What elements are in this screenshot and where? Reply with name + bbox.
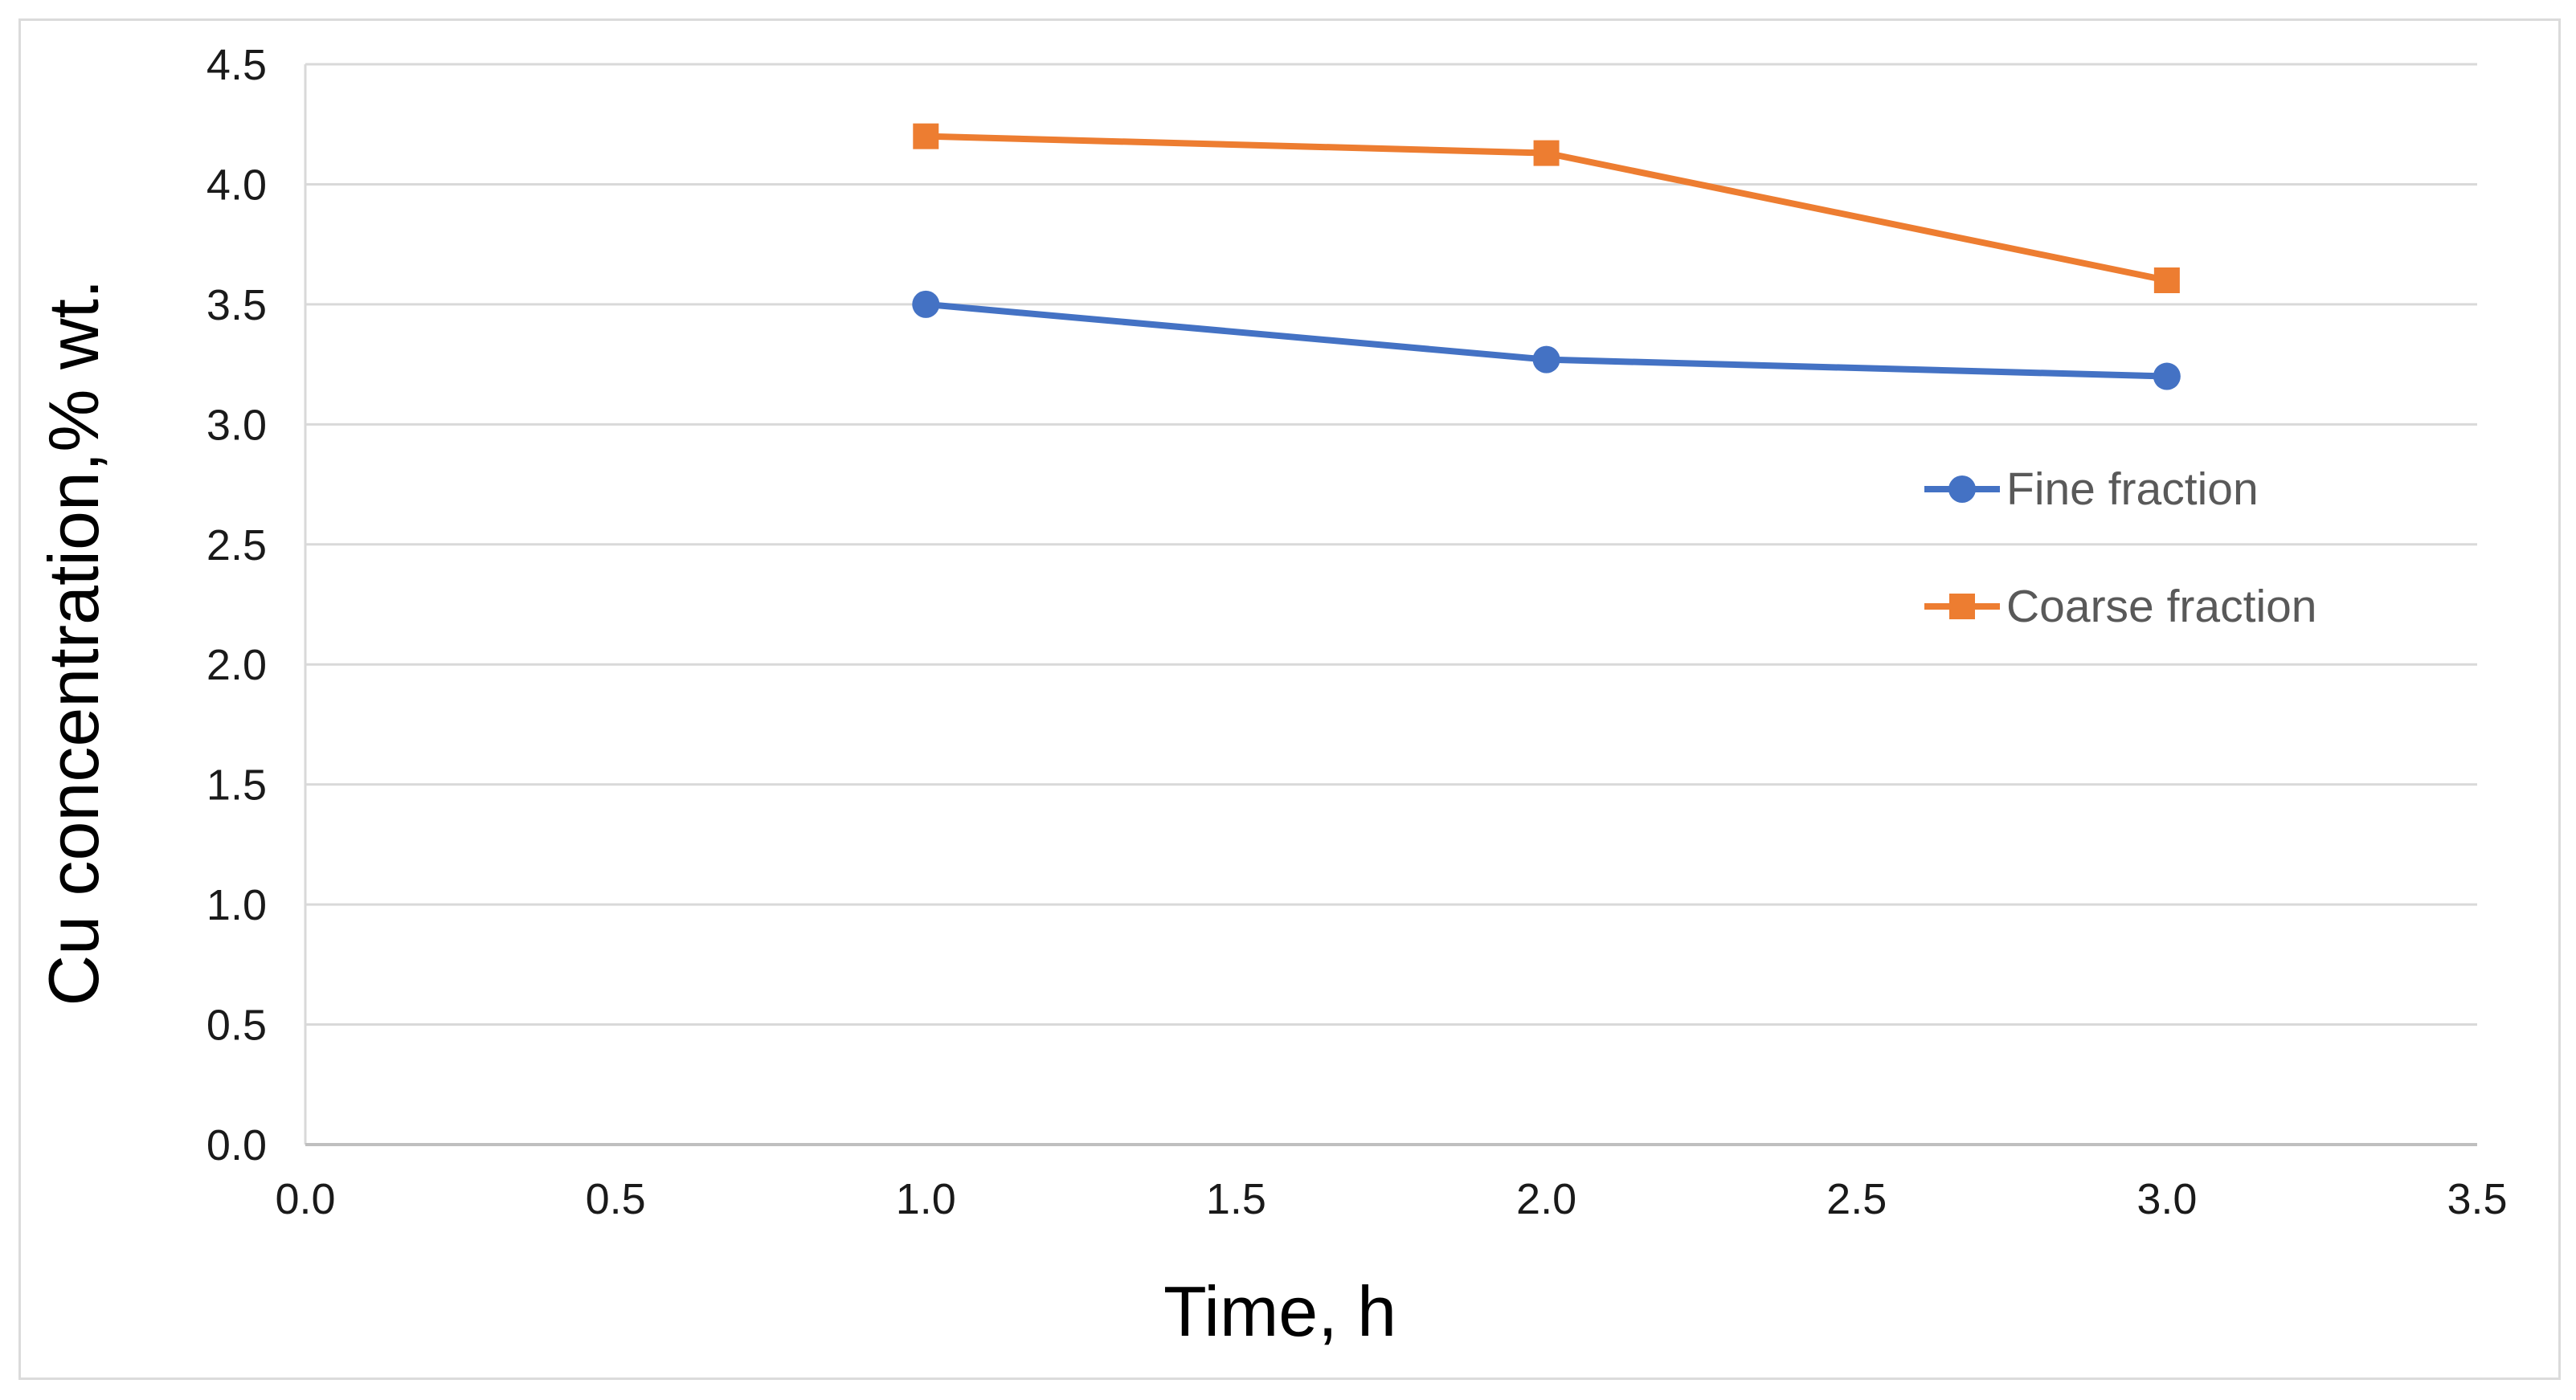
figure-border — [18, 18, 2561, 1380]
y-tick-label: 0.5 — [206, 1002, 267, 1050]
y-tick-label: 2.0 — [206, 641, 267, 689]
x-axis-title: Time, h — [1163, 1271, 1397, 1351]
legend: Fine fraction Coarse fraction — [1924, 459, 2317, 636]
legend-label-coarse-fraction: Coarse fraction — [2006, 581, 2317, 632]
x-tick-label: 2.5 — [1826, 1175, 1887, 1223]
fine-fraction-marker — [2153, 362, 2181, 390]
y-tick-label: 2.5 — [206, 521, 267, 569]
x-tick-label: 3.5 — [2447, 1175, 2507, 1223]
x-tick-label: 2.0 — [1516, 1175, 1576, 1223]
fine-fraction-marker — [1532, 345, 1560, 373]
y-tick-label: 3.5 — [206, 281, 267, 329]
legend-entry-fine-fraction: Fine fraction — [1924, 459, 2317, 519]
coarse-fraction-marker — [1533, 140, 1560, 166]
x-tick-label: 0.0 — [275, 1175, 335, 1223]
x-tick-label: 1.0 — [896, 1175, 956, 1223]
y-tick-label: 4.5 — [206, 41, 267, 89]
x-tick-label: 1.5 — [1206, 1175, 1266, 1223]
y-tick-label: 1.0 — [206, 881, 267, 929]
y-tick-label: 1.5 — [206, 761, 267, 810]
coarse-fraction-marker — [913, 123, 939, 149]
fine-fraction-marker — [912, 290, 940, 318]
y-tick-label: 4.0 — [206, 161, 267, 209]
fine-fraction-legend-marker-icon — [1924, 476, 2000, 503]
legend-entry-coarse-fraction: Coarse fraction — [1924, 577, 2317, 636]
y-tick-label: 3.0 — [206, 401, 267, 449]
y-axis-title: Cu concentration,% wt. — [34, 279, 113, 1006]
x-tick-label: 0.5 — [586, 1175, 646, 1223]
y-tick-label: 0.0 — [206, 1121, 267, 1169]
coarse-fraction-marker — [2153, 267, 2180, 293]
legend-label-fine-fraction: Fine fraction — [2006, 463, 2259, 515]
coarse-fraction-legend-marker-icon — [1924, 594, 2000, 619]
x-tick-label: 3.0 — [2136, 1175, 2197, 1223]
fine-fraction-legend-marker — [1948, 476, 1976, 503]
coarse-fraction-legend-marker — [1949, 594, 1975, 619]
